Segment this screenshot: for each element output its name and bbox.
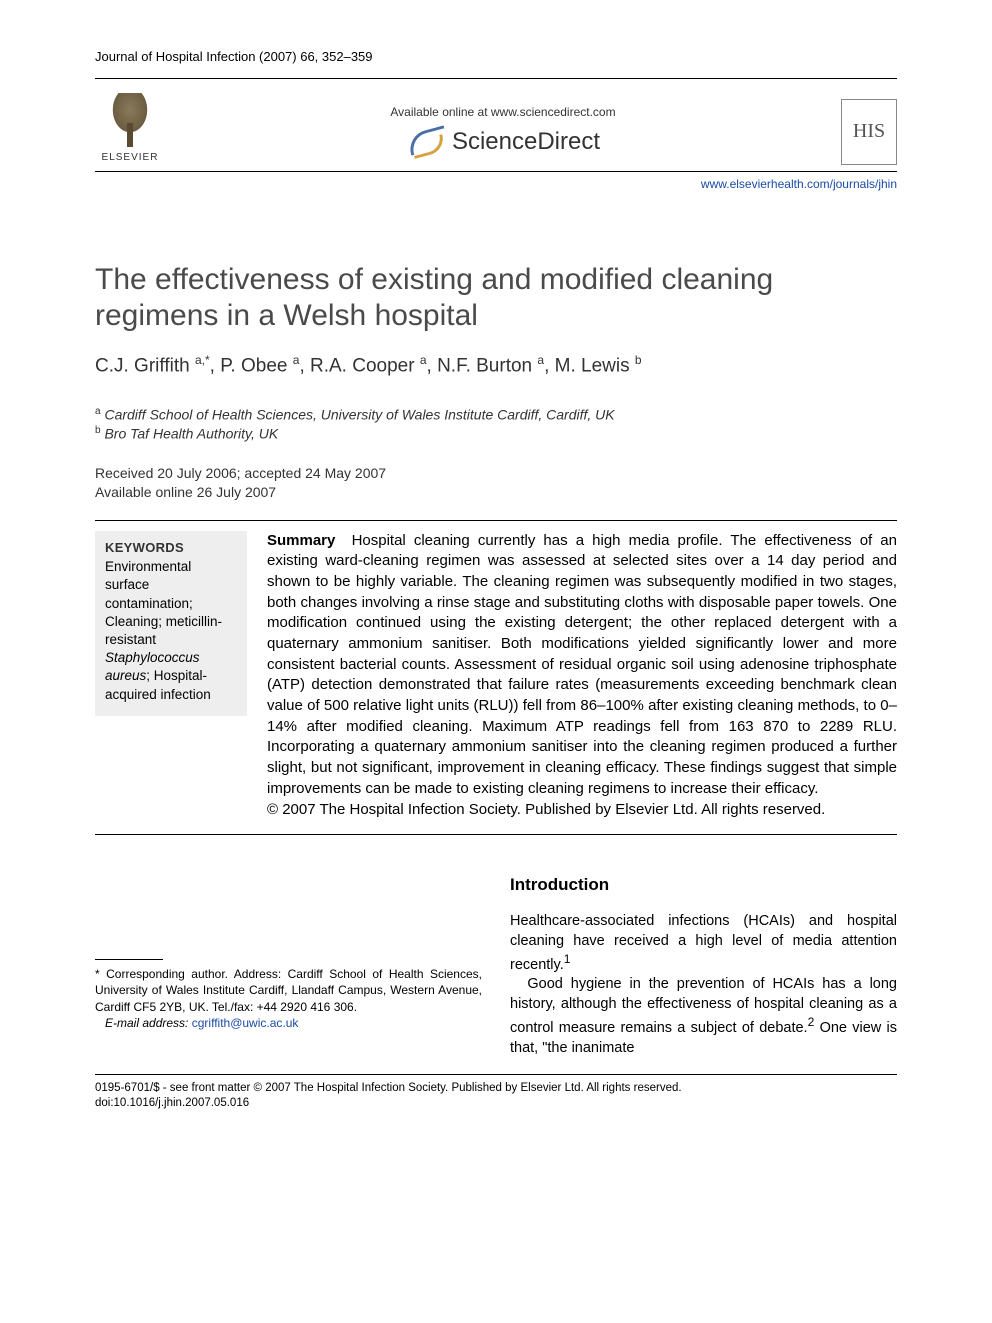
footnote-rule	[95, 959, 163, 960]
sciencedirect-swoosh-icon	[406, 126, 446, 158]
corresponding-author-footnote: * Corresponding author. Address: Cardiff…	[95, 966, 482, 1031]
body-columns: * Corresponding author. Address: Cardiff…	[95, 873, 897, 1058]
right-column: Introduction Healthcare-associated infec…	[510, 873, 897, 1058]
publisher-header: ELSEVIER Available online at www.science…	[95, 78, 897, 172]
journal-url[interactable]: www.elsevierhealth.com/journals/jhin	[95, 176, 897, 192]
introduction-heading: Introduction	[510, 873, 897, 896]
footer-copyright: 0195-6701/$ - see front matter © 2007 Th…	[95, 1081, 897, 1096]
keywords-box: KEYWORDS Environmental surface contamina…	[95, 531, 247, 716]
received-accepted-date: Received 20 July 2006; accepted 24 May 2…	[95, 464, 897, 483]
available-online-date: Available online 26 July 2007	[95, 483, 897, 502]
elsevier-text: ELSEVIER	[102, 151, 159, 165]
keywords-list: Environmental surface contamination; Cle…	[105, 558, 237, 704]
keywords-heading: KEYWORDS	[105, 539, 237, 557]
author-list: C.J. Griffith a,*, P. Obee a, R.A. Coope…	[95, 352, 897, 379]
summary: Summary Hospital cleaning currently has …	[267, 531, 897, 821]
intro-paragraph-1: Healthcare-associated infections (HCAIs)…	[510, 911, 897, 975]
sciencedirect-block: Available online at www.sciencedirect.co…	[165, 104, 841, 165]
his-logo: HIS	[841, 99, 897, 165]
page-footer: 0195-6701/$ - see front matter © 2007 Th…	[95, 1081, 897, 1111]
journal-reference: Journal of Hospital Infection (2007) 66,…	[95, 48, 897, 66]
abstract-block: KEYWORDS Environmental surface contamina…	[95, 520, 897, 836]
elsevier-logo: ELSEVIER	[95, 87, 165, 165]
intro-paragraph-2: Good hygiene in the prevention of HCAIs …	[510, 974, 897, 1058]
footer-rule	[95, 1074, 897, 1075]
article-dates: Received 20 July 2006; accepted 24 May 2…	[95, 464, 897, 502]
available-online-text: Available online at www.sciencedirect.co…	[165, 104, 841, 120]
summary-text: Hospital cleaning currently has a high m…	[267, 532, 897, 797]
corresponding-author-text: * Corresponding author. Address: Cardiff…	[95, 967, 482, 1013]
article-title: The effectiveness of existing and modifi…	[95, 262, 897, 334]
left-column: * Corresponding author. Address: Cardiff…	[95, 873, 482, 1058]
author-email[interactable]: cgriffith@uwic.ac.uk	[192, 1016, 299, 1030]
summary-label: Summary	[267, 532, 335, 549]
email-label: E-mail address:	[105, 1016, 188, 1030]
citation-1: 1	[564, 952, 571, 966]
sciencedirect-text: ScienceDirect	[452, 126, 600, 158]
sciencedirect-logo: ScienceDirect	[406, 126, 600, 158]
abstract-copyright: © 2007 The Hospital Infection Society. P…	[267, 801, 825, 818]
footer-doi: doi:10.1016/j.jhin.2007.05.016	[95, 1096, 897, 1111]
elsevier-tree-icon	[100, 93, 160, 149]
affiliations: a Cardiff School of Health Sciences, Uni…	[95, 405, 897, 444]
